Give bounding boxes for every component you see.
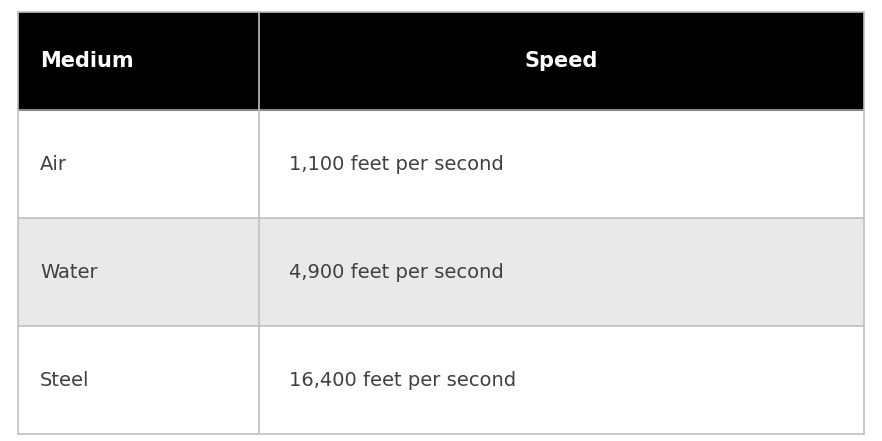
Bar <box>18 110 864 218</box>
Text: 16,400 feet per second: 16,400 feet per second <box>289 370 516 389</box>
Bar <box>18 218 864 326</box>
Text: Air: Air <box>40 154 67 173</box>
Text: Water: Water <box>40 262 98 281</box>
Bar <box>18 12 864 110</box>
Text: Steel: Steel <box>40 370 89 389</box>
Text: 1,100 feet per second: 1,100 feet per second <box>289 154 504 173</box>
Text: Speed: Speed <box>525 51 598 71</box>
Text: Medium: Medium <box>40 51 134 71</box>
Bar <box>18 326 864 434</box>
Text: 4,900 feet per second: 4,900 feet per second <box>289 262 504 281</box>
